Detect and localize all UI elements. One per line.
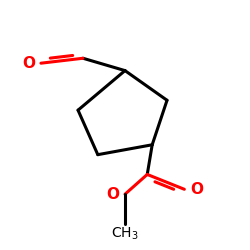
Text: O: O	[22, 56, 35, 71]
Text: CH$_3$: CH$_3$	[111, 226, 139, 242]
Text: O: O	[190, 182, 203, 197]
Text: O: O	[106, 187, 119, 202]
